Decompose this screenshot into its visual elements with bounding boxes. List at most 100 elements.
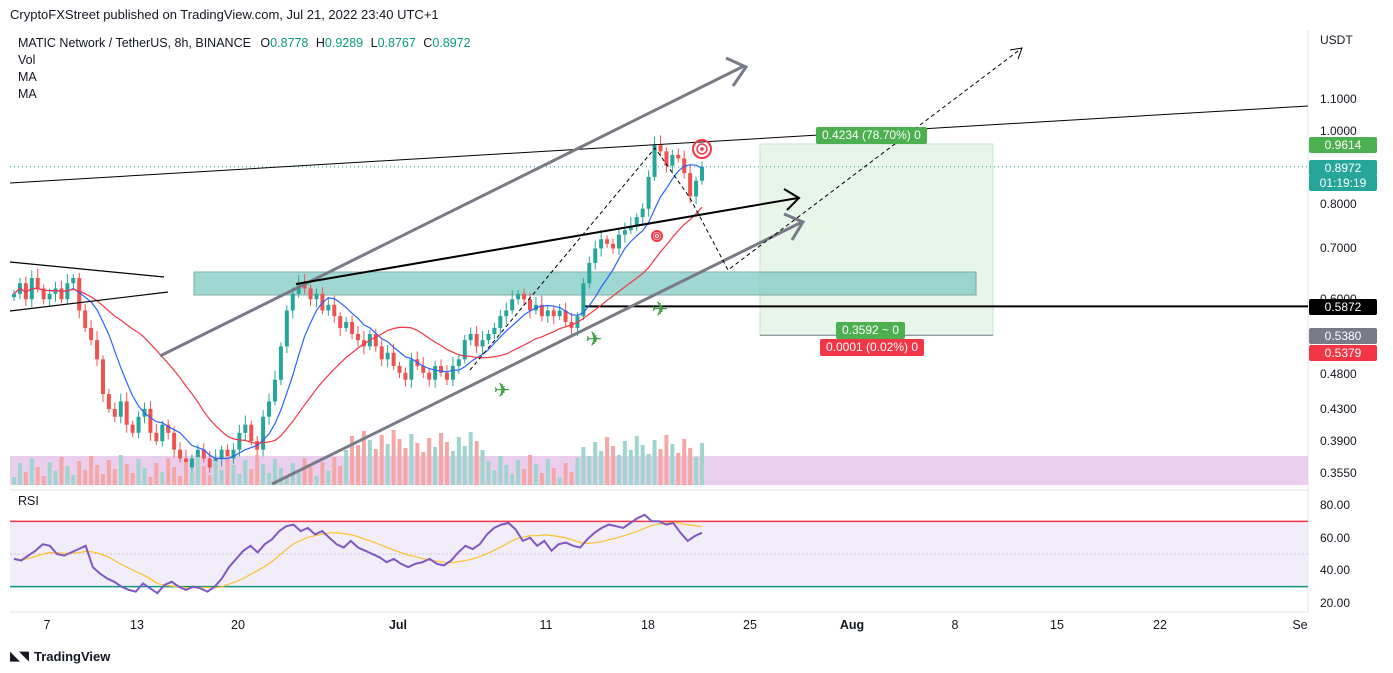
position-stop-label[interactable]: 0.0001 (0.02%) 0 [820,339,925,356]
legend-indicator-vol[interactable]: Vol [18,53,36,67]
position-target-label[interactable]: 0.4234 (78.70%) 0 [816,127,927,144]
volume-bar [118,455,123,485]
volume-bar [373,449,378,485]
candle-body [486,333,491,341]
price-tick: 0.7000 [1320,241,1357,255]
volume-bar [12,477,16,485]
currency-label: USDT [1320,33,1353,47]
time-tick-label: 11 [540,618,553,632]
candle-body [373,333,378,347]
candle-body [207,458,212,468]
volume-bar [391,430,396,485]
target-icon-ring [696,143,708,155]
candle-body [444,372,449,380]
candle-body [563,310,568,322]
candle-body [136,416,141,433]
candle-body [243,424,248,433]
candle-body [670,154,675,166]
legend-indicator-ma-1[interactable]: MA [18,70,37,84]
candle-body [676,154,681,159]
airplane-icon: ✈ [586,327,603,351]
position-entry-label[interactable]: 0.3592 ~ 0 [836,322,906,339]
candle-body [178,449,183,459]
candle-body [658,144,663,152]
rsi-title[interactable]: RSI [18,494,39,508]
rsi-tick: 60.00 [1320,531,1351,545]
volume-bar [71,475,76,485]
volume-bar [599,451,604,485]
volume-bar [569,472,574,485]
volume-bar [444,442,449,485]
candle-body [409,359,414,380]
volume-bar [670,444,675,485]
time-tick-label: 18 [641,618,655,632]
volume-bar [29,458,34,485]
volume-bar [261,464,266,485]
candle-body [385,352,390,360]
airplane-icon: ✈ [494,378,511,402]
volume-bar [344,450,349,485]
volume-bar [166,458,171,485]
candle-body [106,394,111,409]
volume-bar [296,472,301,485]
candle-body [664,151,669,166]
candle-body [148,409,153,433]
volume-bar [545,459,550,485]
volume-bar [421,452,426,485]
legend-low-label: L [370,36,378,50]
candle-body [640,208,645,218]
volume-bar [65,466,70,485]
candle-body [545,310,550,317]
candle-body [267,401,272,417]
volume-bar [433,447,438,485]
time-tick-label: Aug [840,618,864,632]
volume-bar [510,474,515,485]
candle-body [605,239,610,244]
candle-body [516,293,521,300]
candle-body [338,316,343,328]
candle-body [160,424,165,442]
volume-bar [23,472,28,485]
chart-legend: MATIC Network / TetherUS, 8h, BINANCE O0… [18,35,475,103]
legend-high-value: 0.9289 [324,36,364,50]
volume-bar [522,469,527,485]
candle-body [634,217,639,226]
volume-bar [284,477,289,485]
candle-body [71,278,76,284]
volume-bar [225,456,230,485]
volume-bar [611,446,616,485]
legend-indicator-ma-2[interactable]: MA [18,87,37,101]
candle-body [89,327,94,341]
volume-bar [468,432,473,485]
volume-bar [640,445,645,485]
candle-body [361,340,366,347]
candle-body [219,449,224,459]
candle-body [510,299,515,311]
volume-bar [326,471,331,485]
volume-bar [403,448,408,485]
volume-bar [587,456,592,485]
candle-body [391,352,396,366]
volume-bar [456,437,461,485]
volume-bar [427,438,432,485]
channel-lower-arrowhead [783,212,806,241]
target-icon-dot [700,147,704,151]
volume-bar [480,450,485,485]
wedge-lower-line [9,291,169,312]
candle-body [492,327,497,334]
volume-bar [350,436,355,485]
candle-body [284,310,289,347]
time-tick-label: 22 [1153,618,1167,632]
volume-bar [267,473,272,485]
volume-bar [563,463,568,485]
candle-body [249,424,254,442]
candle-body [326,304,331,311]
candle-body [201,449,206,459]
volume-bar [551,468,556,485]
volume-bar [439,433,444,485]
time-tick-label: 15 [1050,618,1064,632]
legend-symbol[interactable]: MATIC Network / TetherUS, 8h, BINANCE [18,36,251,50]
volume-bar [658,449,663,485]
brand[interactable]: ◣◥ TradingView [10,648,110,664]
